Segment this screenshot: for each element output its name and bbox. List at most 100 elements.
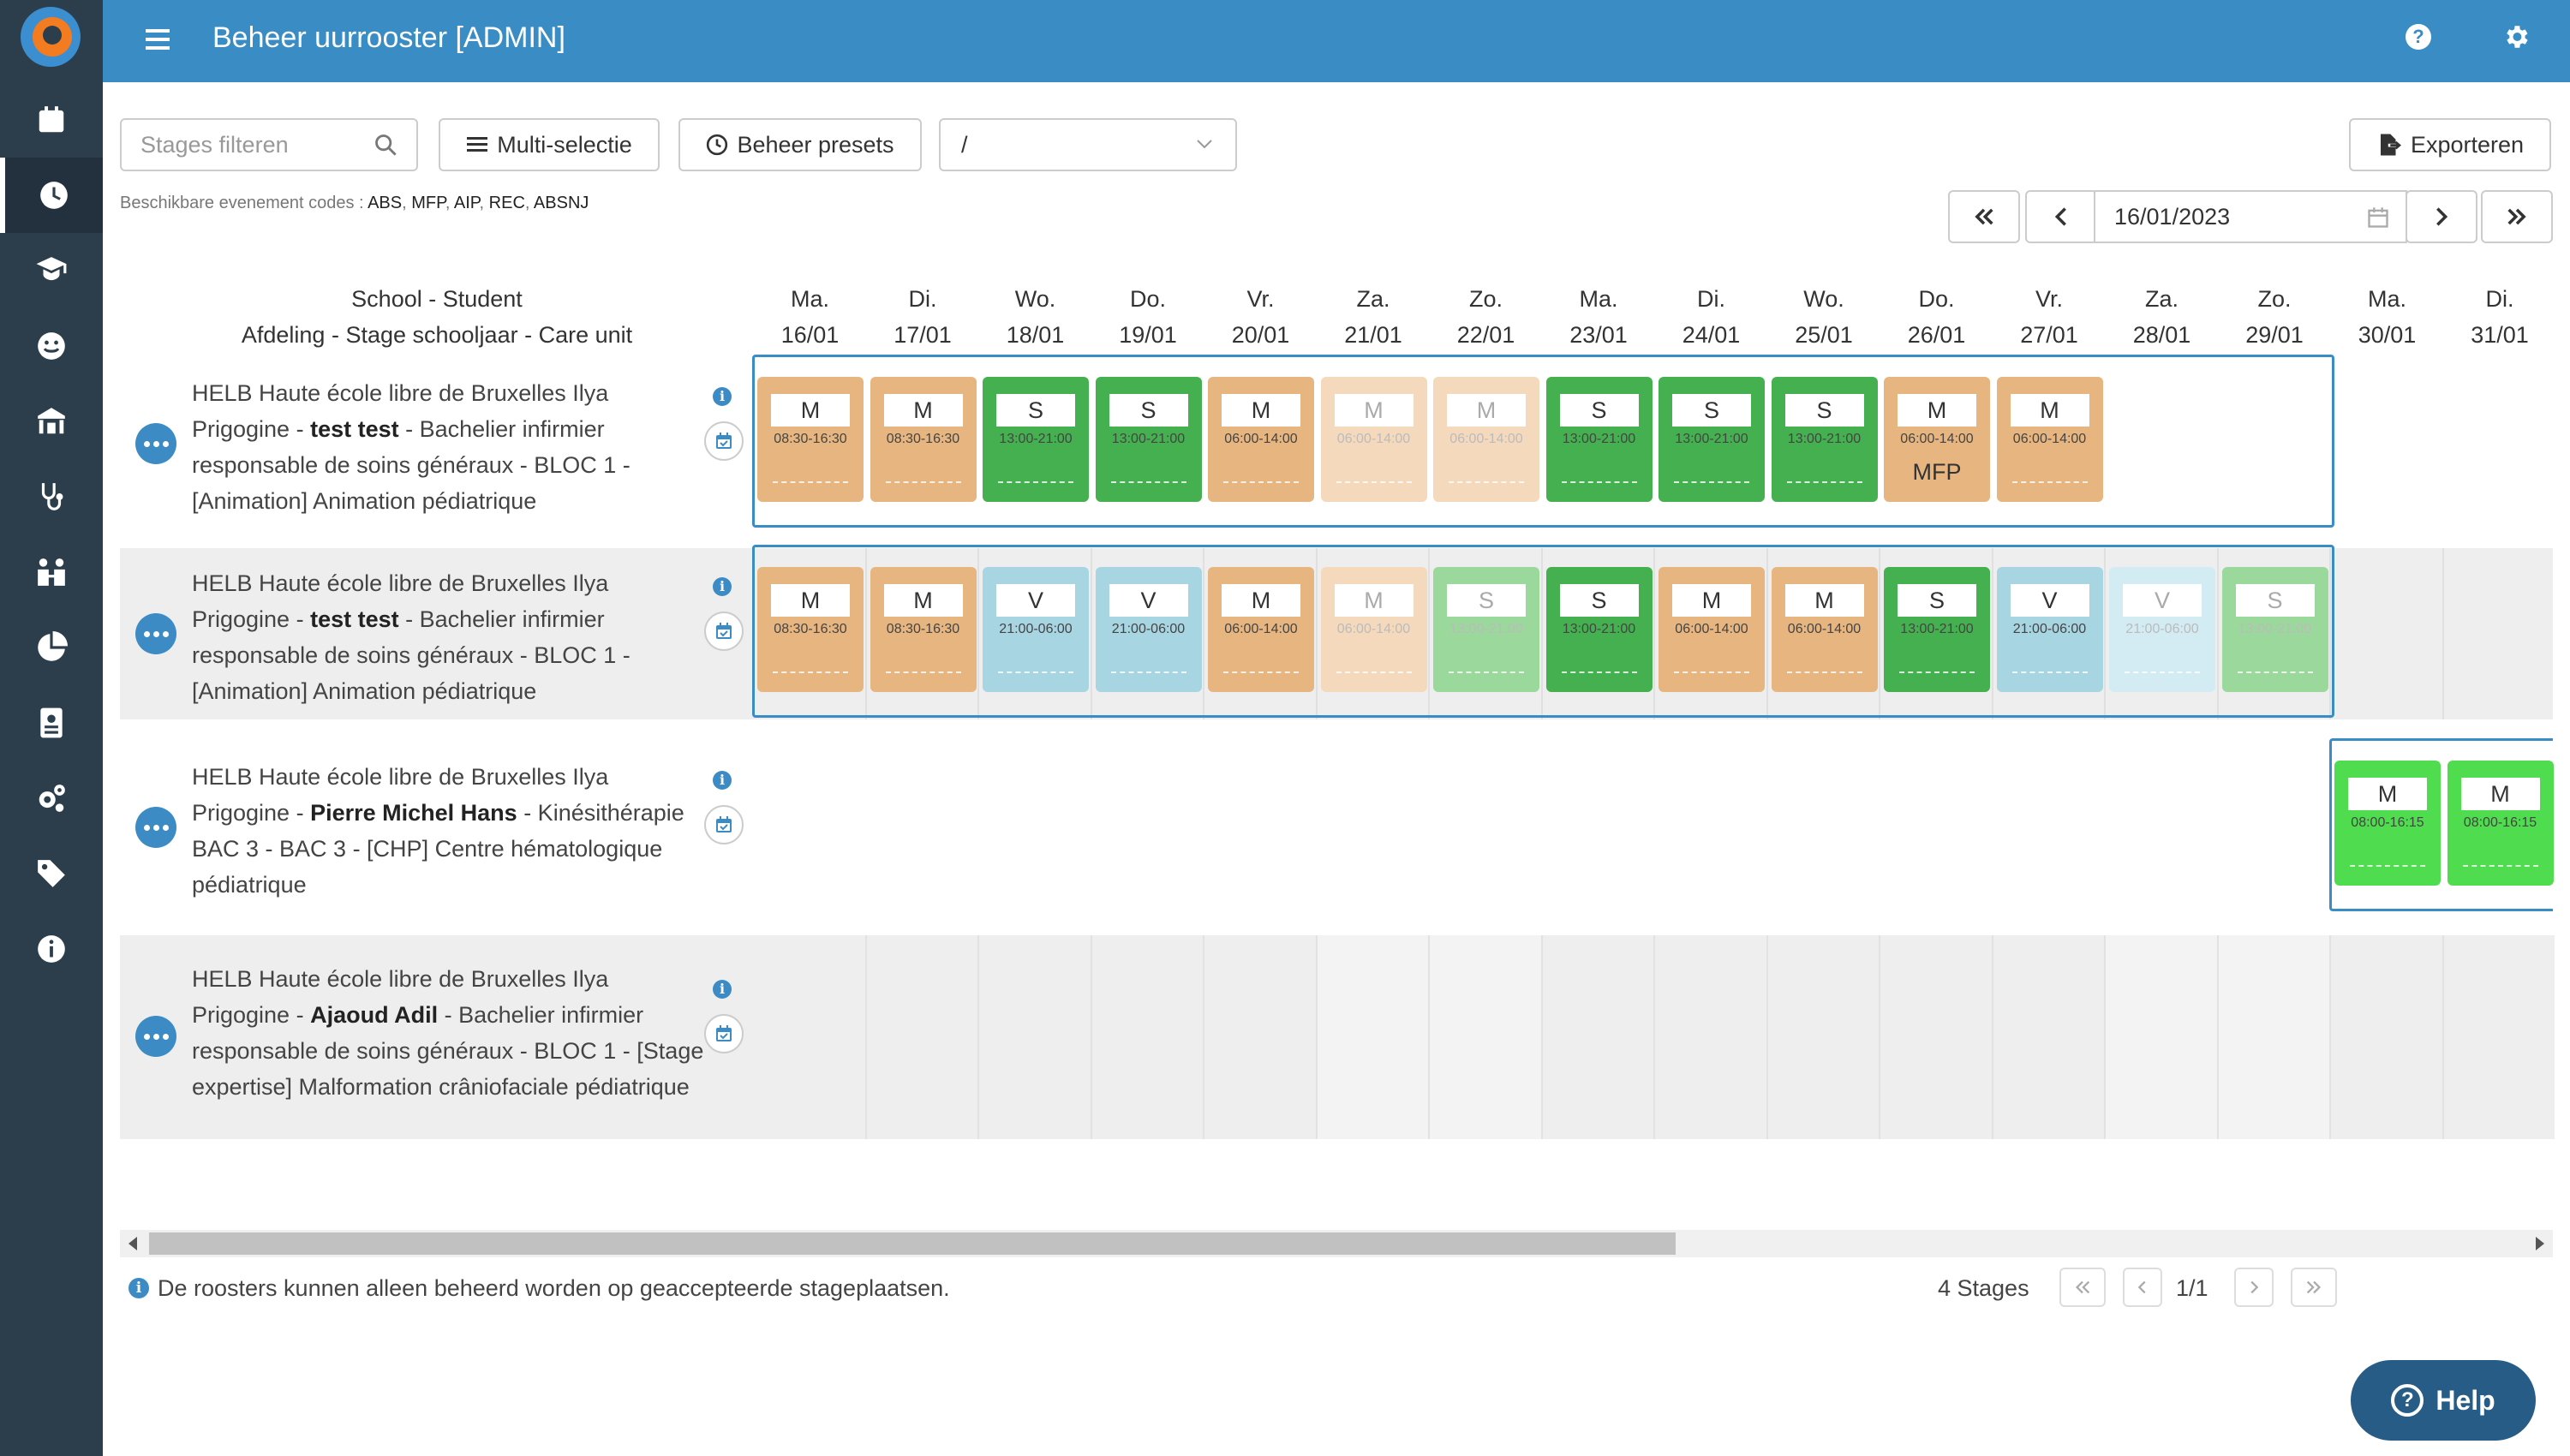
shift-cell[interactable]: V 21:00-06:00 (2109, 567, 2215, 692)
shift-cell[interactable]: M 06:00-14:00 (1996, 377, 2103, 502)
course-text: - Kinésithérapie BAC 3 - BAC 3 - [CHP] C… (192, 800, 684, 898)
calendar-check-button[interactable] (704, 612, 744, 651)
shift-cell[interactable]: S 13:00-21:00 (1659, 377, 1765, 502)
help-button[interactable]: ? Help (2351, 1360, 2536, 1441)
grid-cell[interactable] (2443, 935, 2555, 1139)
sidebar-item-smile[interactable] (0, 308, 103, 384)
info-icon[interactable]: i (713, 980, 732, 999)
calendar-check-button[interactable] (704, 1014, 744, 1053)
more-options-button[interactable] (135, 613, 176, 654)
shift-cell[interactable]: V 21:00-06:00 (1996, 567, 2103, 692)
grid-cell[interactable] (1993, 935, 2104, 1139)
export-button[interactable]: Exporteren (2349, 118, 2551, 171)
sidebar-item-school[interactable] (0, 384, 103, 459)
shift-cell[interactable]: M 08:30-16:30 (757, 567, 864, 692)
shift-cell[interactable]: M 06:00-14:00 MFP (1884, 377, 1990, 502)
help-icon[interactable]: ? (2406, 24, 2431, 50)
sidebar-item-people[interactable] (0, 534, 103, 610)
stages-filter-input[interactable]: Stages filteren (120, 118, 418, 171)
shift-cell[interactable]: S 13:00-21:00 (983, 377, 1089, 502)
sidebar-item-id-card[interactable] (0, 685, 103, 761)
shift-code: M (1334, 584, 1414, 617)
more-options-button[interactable] (135, 1016, 176, 1057)
sidebar-item-clock[interactable] (0, 158, 103, 233)
grid-cell[interactable] (979, 935, 1091, 1139)
date-value: 16/01/2023 (2114, 204, 2231, 230)
horizontal-scrollbar[interactable] (120, 1230, 2553, 1257)
next-week-button[interactable] (2406, 190, 2477, 243)
shift-time: 06:00-14:00 (1224, 432, 1298, 446)
shift-cell[interactable]: S 13:00-21:00 (1545, 377, 1653, 502)
info-icon[interactable]: i (713, 387, 732, 406)
grid-cell[interactable] (2218, 935, 2329, 1139)
scroll-right-arrow[interactable] (2536, 1237, 2544, 1250)
scroll-left-arrow[interactable] (128, 1237, 137, 1250)
last-page-button[interactable] (2291, 1268, 2337, 1307)
shift-cell[interactable]: M 06:00-14:00 (1320, 377, 1427, 502)
calendar-check-button[interactable] (704, 805, 744, 844)
date-input[interactable]: 16/01/2023 (2094, 190, 2407, 243)
shift-cell[interactable]: S 13:00-21:00 (1545, 567, 1653, 692)
grid-cell[interactable] (1655, 935, 1766, 1139)
previous-week-button[interactable] (2025, 190, 2097, 243)
grid-cell[interactable] (1430, 935, 1541, 1139)
sidebar-item-cogs[interactable] (0, 761, 103, 836)
grid-cell[interactable] (1767, 935, 1879, 1139)
sidebar-item-stethoscope[interactable] (0, 459, 103, 534)
shift-cell[interactable]: S 13:00-21:00 (2221, 567, 2328, 692)
more-options-button[interactable] (135, 807, 176, 848)
stage-period-selection[interactable] (752, 545, 2334, 718)
grid-cell[interactable] (1542, 935, 1653, 1139)
last-week-button[interactable] (2481, 190, 2553, 243)
shift-cell[interactable]: M 08:30-16:30 (870, 377, 977, 502)
sidebar-item-pie-chart[interactable] (0, 610, 103, 685)
shift-cell[interactable]: M 06:00-14:00 (1433, 377, 1539, 502)
grid-cell[interactable] (866, 935, 977, 1139)
info-icon[interactable]: i (713, 771, 732, 790)
stage-period-selection[interactable] (752, 355, 2334, 528)
shift-cell[interactable]: S 13:00-21:00 (1884, 567, 1990, 692)
gear-icon[interactable] (2501, 22, 2531, 51)
first-page-button[interactable] (2059, 1268, 2106, 1307)
grid-cell[interactable] (2331, 935, 2442, 1139)
sidebar-item-graduate[interactable] (0, 233, 103, 308)
shift-cell[interactable]: M 08:00-16:15 (2447, 761, 2554, 886)
grid-cell[interactable] (1091, 935, 1203, 1139)
scrollbar-thumb[interactable] (149, 1232, 1676, 1255)
menu-icon[interactable] (146, 22, 171, 60)
shift-cell[interactable]: V 21:00-06:00 (983, 567, 1089, 692)
shift-cell[interactable]: S 13:00-21:00 (1771, 377, 1878, 502)
grid-cell[interactable] (1880, 935, 1992, 1139)
preset-select[interactable]: / (939, 118, 1237, 171)
first-week-button[interactable] (1948, 190, 2020, 243)
shift-cell[interactable]: M 06:00-14:00 (1659, 567, 1765, 692)
manage-presets-button[interactable]: Beheer presets (678, 118, 922, 171)
shift-cell[interactable]: M 08:30-16:30 (870, 567, 977, 692)
shift-cell[interactable]: M 08:30-16:30 (757, 377, 864, 502)
grid-cell[interactable] (1317, 935, 1428, 1139)
stage-period-selection[interactable] (2329, 738, 2553, 911)
grid-cell[interactable] (1204, 935, 1316, 1139)
more-options-button[interactable] (135, 423, 176, 464)
sidebar-item-info[interactable] (0, 911, 103, 987)
calendar-check-button[interactable] (704, 421, 744, 461)
previous-page-button[interactable] (2123, 1268, 2162, 1307)
shift-code: S (1784, 394, 1864, 427)
multi-select-button[interactable]: Multi-selectie (439, 118, 660, 171)
shift-cell[interactable]: M 06:00-14:00 (1208, 567, 1314, 692)
shift-cell[interactable]: M 06:00-14:00 (1320, 567, 1427, 692)
sidebar-item-tags[interactable] (0, 836, 103, 911)
shift-cell[interactable]: V 21:00-06:00 (1095, 567, 1202, 692)
grid-cell[interactable] (2106, 935, 2217, 1139)
app-logo[interactable] (21, 7, 81, 67)
shift-cell[interactable]: M 06:00-14:00 (1208, 377, 1314, 502)
shift-cell[interactable]: S 13:00-21:00 (1433, 567, 1539, 692)
sidebar-item-calendar[interactable] (0, 82, 103, 158)
info-icon[interactable]: i (713, 577, 732, 596)
shift-cell[interactable]: M 08:00-16:15 (2334, 761, 2441, 886)
shift-cell[interactable]: M 06:00-14:00 (1771, 567, 1878, 692)
shift-time: 06:00-14:00 (1224, 622, 1298, 636)
shift-cell[interactable]: S 13:00-21:00 (1095, 377, 1202, 502)
grid-cell[interactable] (754, 935, 865, 1139)
next-page-button[interactable] (2234, 1268, 2274, 1307)
